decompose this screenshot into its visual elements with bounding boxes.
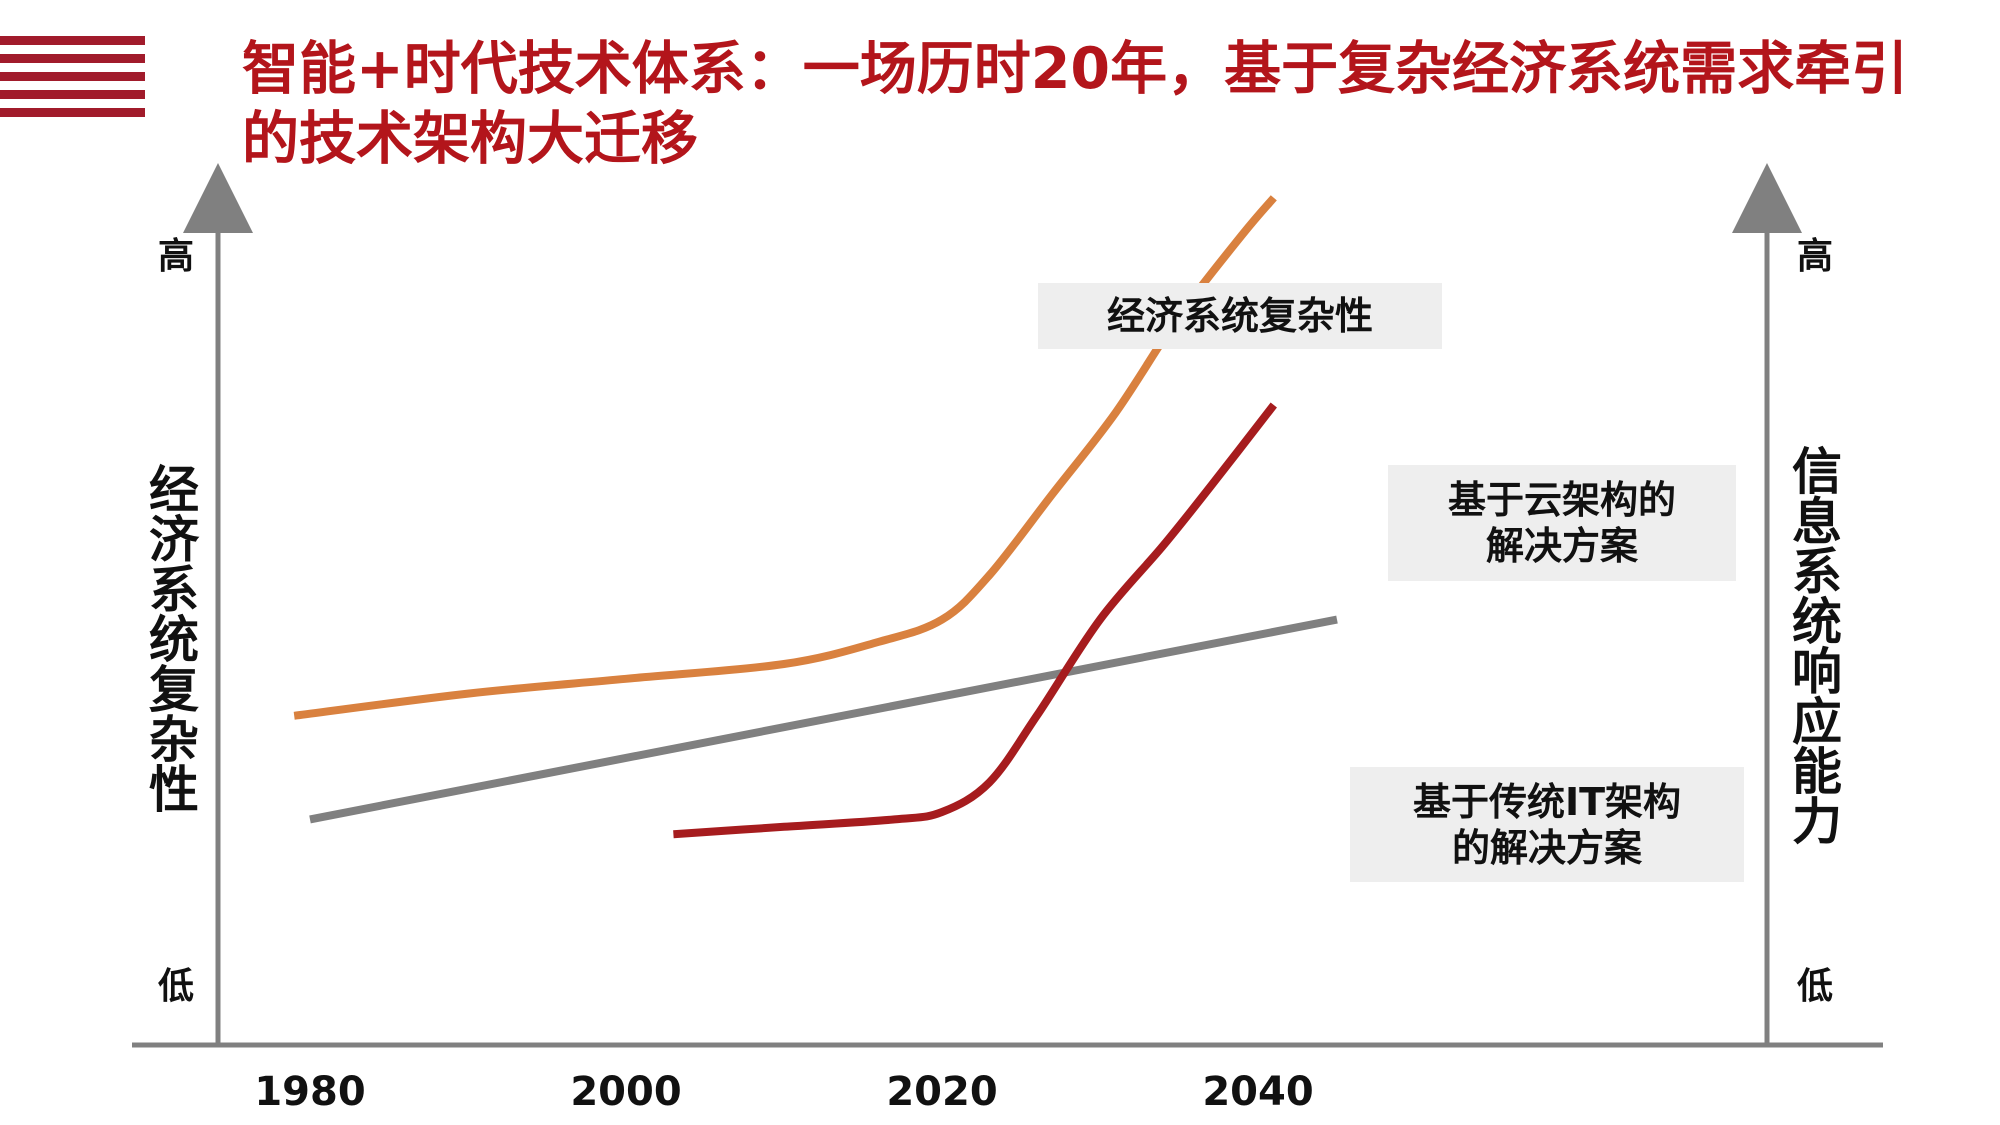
series-line-legacy-it-solution bbox=[309, 615, 1338, 824]
left-axis-low-label: 低 bbox=[158, 966, 194, 1007]
page-title: 智能+时代技术体系：一场历时20年，基于复杂经济系统需求牵引的技术架构大迁移 bbox=[242, 36, 1909, 172]
x-tick-label: 2020 bbox=[886, 1069, 997, 1115]
x-tick-label: 1980 bbox=[254, 1069, 365, 1115]
left-axis-title: 经济系统复杂性 bbox=[141, 463, 199, 813]
series-label-legacy-it-solution: 基于传统IT架构 的解决方案 bbox=[1350, 767, 1744, 882]
series-line-cloud-solution bbox=[673, 402, 1277, 839]
right-axis-high-label: 高 bbox=[1797, 236, 1833, 277]
right-axis-low-label: 低 bbox=[1797, 966, 1833, 1007]
series-line-economic-complexity bbox=[293, 195, 1277, 720]
series-label-economic-complexity: 经济系统复杂性 bbox=[1038, 283, 1442, 349]
x-tick-label: 2000 bbox=[570, 1069, 681, 1115]
series-label-cloud-solution: 基于云架构的 解决方案 bbox=[1388, 465, 1736, 581]
left-axis-high-label: 高 bbox=[158, 236, 194, 277]
right-axis-title: 信息系统响应能力 bbox=[1784, 445, 1842, 845]
x-tick-label: 2040 bbox=[1202, 1069, 1313, 1115]
menu-stripes-icon bbox=[0, 36, 145, 117]
